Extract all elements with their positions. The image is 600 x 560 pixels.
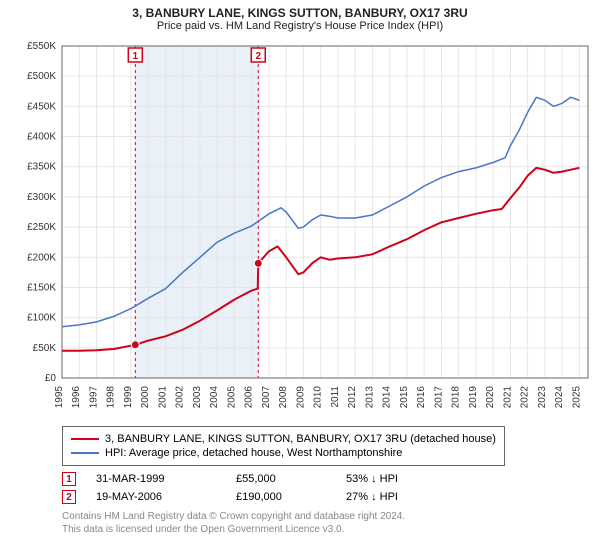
legend-item-hpi: HPI: Average price, detached house, West…	[71, 447, 496, 459]
event-table: 1 31-MAR-1999 £55,000 53% ↓ HPI 2 19-MAY…	[62, 472, 590, 504]
svg-text:2007: 2007	[261, 386, 272, 409]
svg-text:£550K: £550K	[27, 41, 56, 52]
svg-text:£450K: £450K	[27, 101, 56, 112]
svg-text:2011: 2011	[330, 386, 341, 408]
svg-text:1998: 1998	[106, 386, 117, 409]
svg-text:2020: 2020	[485, 386, 496, 409]
svg-text:£250K: £250K	[27, 222, 56, 233]
svg-text:2019: 2019	[468, 386, 479, 409]
svg-text:2010: 2010	[313, 386, 324, 409]
svg-text:1995: 1995	[54, 386, 65, 409]
chart-svg: £0 £50K £100K £150K £200K £250K £300K £350K £400…	[10, 38, 590, 418]
event-row: 2 19-MAY-2006 £190,000 27% ↓ HPI	[62, 490, 590, 504]
event-price: £55,000	[236, 473, 326, 485]
legend-item-property: 3, BANBURY LANE, KINGS SUTTON, BANBURY, …	[71, 433, 496, 445]
page-title: 3, BANBURY LANE, KINGS SUTTON, BANBURY, …	[10, 6, 590, 20]
event-delta: 53% ↓ HPI	[346, 473, 446, 485]
legend: 3, BANBURY LANE, KINGS SUTTON, BANBURY, …	[62, 426, 505, 466]
svg-text:2000: 2000	[140, 386, 151, 409]
page-subtitle: Price paid vs. HM Land Registry's House …	[10, 20, 590, 32]
event-marker-icon: 2	[62, 490, 76, 504]
event-delta: 27% ↓ HPI	[346, 491, 446, 503]
legend-label: 3, BANBURY LANE, KINGS SUTTON, BANBURY, …	[105, 433, 496, 445]
event-date: 31-MAR-1999	[96, 473, 216, 485]
svg-text:2021: 2021	[502, 386, 513, 409]
svg-text:2001: 2001	[157, 386, 168, 409]
svg-text:£200K: £200K	[27, 252, 56, 263]
svg-text:2003: 2003	[192, 386, 203, 409]
svg-text:2022: 2022	[520, 386, 531, 409]
svg-text:2009: 2009	[295, 386, 306, 409]
svg-text:£50K: £50K	[33, 343, 57, 354]
svg-text:2018: 2018	[451, 386, 462, 409]
svg-text:£500K: £500K	[27, 71, 56, 82]
svg-text:1996: 1996	[71, 386, 82, 409]
svg-text:2023: 2023	[537, 386, 548, 409]
footer-line: Contains HM Land Registry data © Crown c…	[62, 510, 590, 523]
svg-text:2004: 2004	[209, 386, 220, 409]
svg-text:2017: 2017	[433, 386, 444, 409]
svg-text:£100K: £100K	[27, 313, 56, 324]
footer: Contains HM Land Registry data © Crown c…	[62, 510, 590, 536]
svg-text:2008: 2008	[278, 386, 289, 409]
svg-text:£150K: £150K	[27, 282, 56, 293]
event-row: 1 31-MAR-1999 £55,000 53% ↓ HPI	[62, 472, 590, 486]
svg-text:2024: 2024	[554, 386, 565, 409]
svg-text:2005: 2005	[226, 386, 237, 409]
svg-text:£300K: £300K	[27, 192, 56, 203]
svg-text:£400K: £400K	[27, 132, 56, 143]
event-marker-icon: 1	[62, 472, 76, 486]
footer-line: This data is licensed under the Open Gov…	[62, 523, 590, 536]
event-price: £190,000	[236, 491, 326, 503]
svg-text:2016: 2016	[416, 386, 427, 409]
svg-text:2012: 2012	[347, 386, 358, 409]
svg-text:£0: £0	[45, 373, 57, 384]
svg-text:2: 2	[255, 51, 261, 62]
svg-text:2015: 2015	[399, 386, 410, 409]
legend-swatch	[71, 438, 99, 440]
svg-text:£350K: £350K	[27, 162, 56, 173]
svg-text:2006: 2006	[244, 386, 255, 409]
price-chart: £0 £50K £100K £150K £200K £250K £300K £350K £400…	[10, 38, 590, 418]
event-date: 19-MAY-2006	[96, 491, 216, 503]
svg-text:2013: 2013	[364, 386, 375, 409]
svg-text:2014: 2014	[382, 386, 393, 409]
svg-text:1999: 1999	[123, 386, 134, 409]
svg-text:2002: 2002	[175, 386, 186, 409]
legend-swatch	[71, 452, 99, 454]
legend-label: HPI: Average price, detached house, West…	[105, 447, 402, 459]
svg-text:1997: 1997	[88, 386, 99, 409]
svg-text:1: 1	[133, 51, 139, 62]
svg-text:2025: 2025	[571, 386, 582, 409]
